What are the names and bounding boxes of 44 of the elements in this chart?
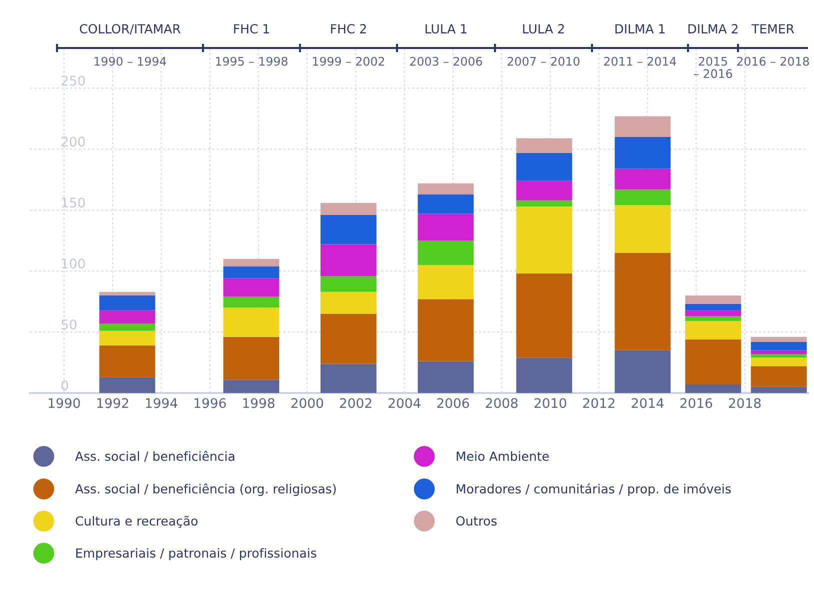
annotation: 2016 – 2018: [737, 56, 809, 66]
x-tick-label: 2008: [486, 398, 518, 408]
x-tick-label: 2004: [388, 398, 420, 408]
annotation: 1999 – 2002: [313, 56, 384, 66]
legend-label: Moradores / comunitárias / prop. de imóveis: [456, 483, 731, 496]
y-tick-label: 100: [62, 258, 85, 269]
legend-label: Cultura e recreação: [76, 516, 198, 528]
x-tick-label: 1994: [146, 398, 178, 408]
x-tick-label: 2000: [291, 398, 324, 408]
legend-label: Ass. social / beneficiência: [75, 450, 234, 462]
legend-label: Meio Ambiente: [456, 451, 549, 461]
text: LULA 1: [426, 24, 466, 34]
text: LULA 2: [523, 24, 564, 34]
legend-label: Outros: [456, 516, 497, 526]
x-tick-label: 2018: [728, 398, 761, 408]
legend-label: Empresariais / patronais / profissionais: [76, 548, 316, 560]
y-tick-label: 0: [61, 380, 68, 390]
x-tick-label: 2002: [340, 398, 372, 408]
y-tick-label: 200: [62, 136, 85, 147]
y-tick-label: 50: [62, 320, 76, 330]
x-tick-label: 1996: [194, 398, 226, 408]
annotation: 1990 – 1994: [94, 56, 166, 66]
y-tick-label: 150: [62, 198, 85, 208]
annotation: 1995 – 1998: [216, 56, 288, 66]
text: TEMER: [752, 24, 794, 34]
x-tick-label: 2010: [534, 398, 566, 408]
text: FHC 2: [331, 24, 366, 34]
x-tick-label: 2006: [437, 398, 469, 408]
x-tick-label: 1998: [243, 398, 274, 408]
text: FHC 1: [234, 24, 269, 34]
x-tick-label: 1992: [97, 398, 128, 408]
text: DILMA 1: [615, 24, 665, 34]
x-tick-label: 1990: [48, 398, 80, 408]
annotation: 2003 – 2006: [410, 56, 482, 66]
annotation: 2011 – 2014: [604, 56, 676, 66]
annotation: 2007 – 2010: [508, 56, 580, 66]
annotation: 2015 – 2016: [694, 56, 732, 78]
text: DILMA 2: [688, 24, 738, 34]
legend-label: Ass. social / beneficiência (org. religiosas): [75, 483, 336, 496]
x-tick-label: 2012: [583, 398, 614, 408]
x-tick-label: 2016: [680, 398, 712, 408]
y-tick-label: 250: [62, 76, 85, 86]
x-tick-label: 2014: [632, 398, 664, 408]
text: COLLOR/ITAMAR: [80, 24, 180, 34]
